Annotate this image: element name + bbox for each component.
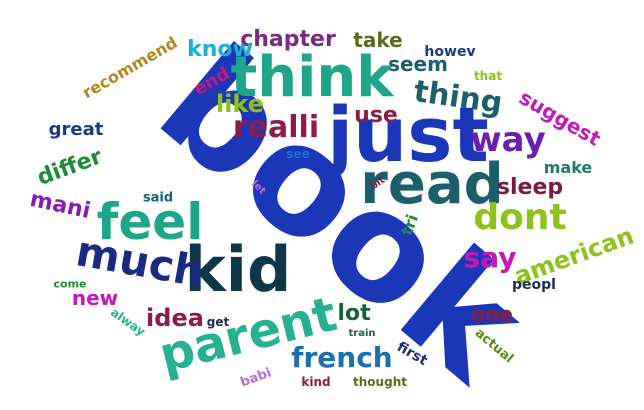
word-differ: differ <box>34 144 106 191</box>
word-train: train <box>348 328 376 339</box>
word-peopl: peopl <box>512 277 556 293</box>
word-lot: lot <box>337 301 371 326</box>
word-mani: mani <box>27 186 93 225</box>
word-chapter: chapter <box>240 27 336 52</box>
word-think: think <box>230 45 394 110</box>
word-realli: realli <box>232 110 320 145</box>
word-recommend: recommend <box>78 32 181 103</box>
word-get: get <box>206 315 230 329</box>
word-alway: alway <box>108 305 148 339</box>
word-kind: kind <box>301 375 331 389</box>
word-that: that <box>473 69 503 83</box>
word-dont: dont <box>473 197 567 238</box>
word-make: make <box>543 158 593 177</box>
word-thought: thought <box>353 375 407 389</box>
word-sleep: sleep <box>496 175 564 200</box>
word-idea: idea <box>146 304 204 332</box>
word-see: see <box>286 147 310 161</box>
word-take: take <box>353 28 403 52</box>
word-french: french <box>291 341 393 374</box>
word-feel: feel <box>96 193 204 251</box>
word-seem: seem <box>388 52 448 76</box>
word-use: use <box>354 103 398 128</box>
word-way: way <box>470 120 546 160</box>
word-howev: howev <box>424 44 476 60</box>
word-just: just <box>327 90 489 179</box>
word-like: like <box>215 90 265 118</box>
word-said: said <box>142 190 174 206</box>
word-new: new <box>71 286 119 310</box>
word-babi: babi <box>238 365 274 391</box>
word-kid: kid <box>184 233 292 306</box>
word-one: one <box>471 302 513 326</box>
word-know: know <box>187 37 253 62</box>
word-say: say <box>463 241 517 274</box>
word-come: come <box>53 277 87 291</box>
word-read: read <box>360 152 504 217</box>
word-great: great <box>48 119 104 140</box>
